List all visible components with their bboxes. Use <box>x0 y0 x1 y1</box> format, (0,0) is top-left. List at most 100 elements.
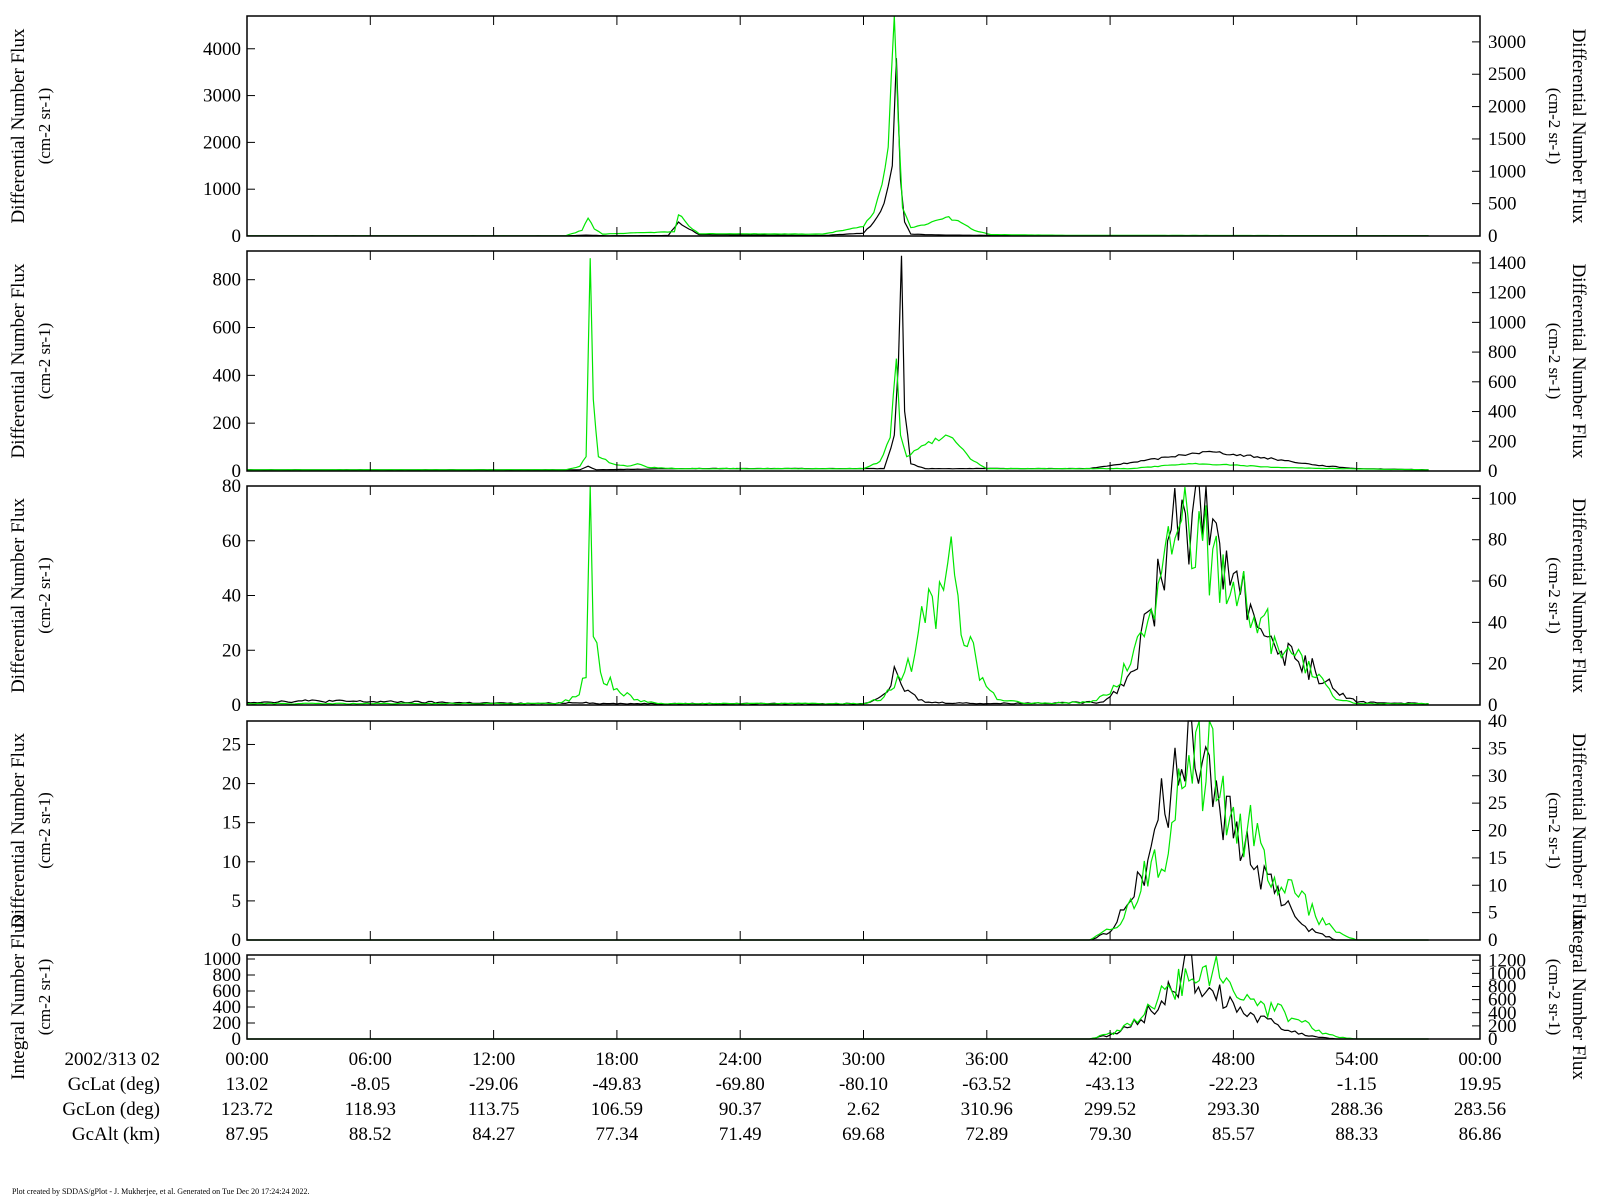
y2-axis-label: Differential Number Flux <box>1568 498 1589 693</box>
y-axis-label: Integral Number Flux <box>8 914 29 1080</box>
y2-tick-label: 600 <box>1488 372 1517 393</box>
time-axis-time-label: 54:00 <box>1335 1049 1378 1070</box>
y-axis-label: Differential Number Flux <box>8 263 29 458</box>
y-tick-label: 1000 <box>203 179 241 200</box>
y-tick-label: 600 <box>213 318 242 339</box>
y2-axis-label: Differential Number Flux <box>1568 264 1589 459</box>
y2-axis-label: Differential Number Flux <box>1568 29 1589 224</box>
time-axis-alt-label: 86.86 <box>1459 1124 1502 1145</box>
y2-axis-units: (cm-2 sr-1) <box>1545 959 1564 1036</box>
panel-frame <box>246 250 1481 472</box>
y2-tick-label: 500 <box>1488 194 1517 215</box>
time-axis-alt-label: 77.34 <box>596 1124 639 1145</box>
y-tick-label: 0 <box>232 930 242 951</box>
y-tick-label: 20 <box>222 640 241 661</box>
y2-tick-label: 1000 <box>1488 161 1526 182</box>
y2-tick-label: 800 <box>1488 977 1517 998</box>
time-axis-lat-label: 13.02 <box>226 1074 269 1095</box>
series-line-1 <box>246 255 1429 471</box>
series-line-2 <box>247 15 1429 237</box>
y-tick-label: 4000 <box>203 39 241 60</box>
time-axis-header-lon: GcLon (deg) <box>62 1099 160 1120</box>
y2-tick-label: 40 <box>1488 711 1507 732</box>
time-axis-lon-label: 299.52 <box>1084 1099 1136 1120</box>
y-axis-units: (cm-2 sr-1) <box>35 323 54 400</box>
y2-tick-label: 0 <box>1488 461 1498 482</box>
y-tick-label: 0 <box>232 461 242 482</box>
y-tick-label: 0 <box>232 695 242 716</box>
time-axis-alt-label: 85.57 <box>1212 1124 1255 1145</box>
panel-frame <box>246 954 1481 1040</box>
panel-2: 0 200 400 600 800 0 200 400 600 800 1000 1200 1400 Di… <box>8 250 1589 482</box>
y-axis-label: Differential Number Flux <box>8 28 29 223</box>
time-axis-lat-label: -69.80 <box>716 1074 765 1095</box>
y2-tick-label: 1000 <box>1488 312 1526 333</box>
panel-frame <box>246 485 1481 706</box>
y2-tick-label: 60 <box>1488 571 1507 592</box>
time-axis-lon-label: 310.96 <box>961 1099 1013 1120</box>
y-tick-label: 15 <box>222 813 241 834</box>
y2-tick-label: 1200 <box>1488 950 1526 971</box>
time-axis-lon-label: 90.37 <box>719 1099 762 1120</box>
time-axis-time-label: 12:00 <box>472 1049 515 1070</box>
y2-axis-label: Differential Number Flux <box>1568 733 1589 928</box>
series-line-2 <box>246 485 1429 705</box>
time-axis-time-label: 48:00 <box>1212 1049 1255 1070</box>
y-tick-label: 200 <box>213 1013 242 1034</box>
y2-tick-label: 0 <box>1488 930 1498 951</box>
y-tick-label: 800 <box>213 270 242 291</box>
y2-axis-units: (cm-2 sr-1) <box>1545 557 1564 634</box>
y2-tick-label: 0 <box>1488 695 1498 716</box>
y2-tick-label: 2000 <box>1488 97 1526 118</box>
y-axis-units: (cm-2 sr-1) <box>35 88 54 165</box>
y2-tick-label: 25 <box>1488 793 1507 814</box>
y-tick-label: 60 <box>222 531 241 552</box>
y-tick-label: 400 <box>213 997 242 1018</box>
y-tick-label: 200 <box>213 413 242 434</box>
y2-tick-label: 30 <box>1488 766 1507 787</box>
y-tick-label: 0 <box>232 1029 242 1050</box>
y-axis-label: Differential Number Flux <box>8 498 29 693</box>
y2-tick-label: 10 <box>1488 875 1507 896</box>
time-axis-lon-label: 293.30 <box>1207 1099 1259 1120</box>
y2-tick-label: 3000 <box>1488 32 1526 53</box>
time-axis-header-alt: GcAlt (km) <box>72 1124 160 1145</box>
series-line-1 <box>247 720 1429 941</box>
y2-tick-label: 5 <box>1488 903 1498 924</box>
time-axis-time-label: 06:00 <box>349 1049 392 1070</box>
y2-tick-label: 400 <box>1488 402 1517 423</box>
time-axis-header-lat: GcLat (deg) <box>68 1074 160 1095</box>
series-line-1 <box>247 954 1429 1040</box>
y2-tick-label: 1200 <box>1488 283 1526 304</box>
y-tick-label: 40 <box>222 586 241 607</box>
y-tick-label: 5 <box>232 891 242 912</box>
y2-tick-label: 15 <box>1488 848 1507 869</box>
y2-axis-units: (cm-2 sr-1) <box>1545 88 1564 165</box>
y2-tick-label: 400 <box>1488 1003 1517 1024</box>
series-line-2 <box>246 258 1429 471</box>
panel-3: 0 20 40 60 80 0 20 40 60 80 100 Differential Number… <box>8 476 1589 716</box>
time-axis-time-label: 36:00 <box>965 1049 1008 1070</box>
time-axis-header-time: 2002/313 02 <box>64 1049 160 1070</box>
y2-tick-label: 1000 <box>1488 963 1526 984</box>
time-axis-lat-label: -43.13 <box>1086 1074 1135 1095</box>
y-axis-label: Differential Number Flux <box>8 733 29 928</box>
panel-1: 0 1000 2000 3000 4000 0 500 1000 1500 2000 2500 300… <box>8 15 1589 247</box>
time-axis-time-label: 00:00 <box>225 1049 268 1070</box>
time-axis-lon-label: 113.75 <box>468 1099 520 1120</box>
y2-tick-label: 0 <box>1488 226 1498 247</box>
y-tick-label: 20 <box>222 774 241 795</box>
y2-tick-label: 800 <box>1488 342 1517 363</box>
time-axis-lat-label: -80.10 <box>839 1074 888 1095</box>
y2-axis-units: (cm-2 sr-1) <box>1545 323 1564 400</box>
y2-tick-label: 20 <box>1488 654 1507 675</box>
time-axis-lon-label: 123.72 <box>221 1099 273 1120</box>
y2-axis-units: (cm-2 sr-1) <box>1545 792 1564 869</box>
y2-tick-label: 200 <box>1488 431 1517 452</box>
y-tick-label: 2000 <box>203 132 241 153</box>
time-axis-lat-label: -8.05 <box>351 1074 391 1095</box>
time-axis-alt-label: 79.30 <box>1089 1124 1132 1145</box>
time-axis-lat-label: 19.95 <box>1459 1074 1502 1095</box>
plot-credit-footer: Plot created by SDDAS/gPlot - J. Mukherj… <box>12 1187 310 1196</box>
